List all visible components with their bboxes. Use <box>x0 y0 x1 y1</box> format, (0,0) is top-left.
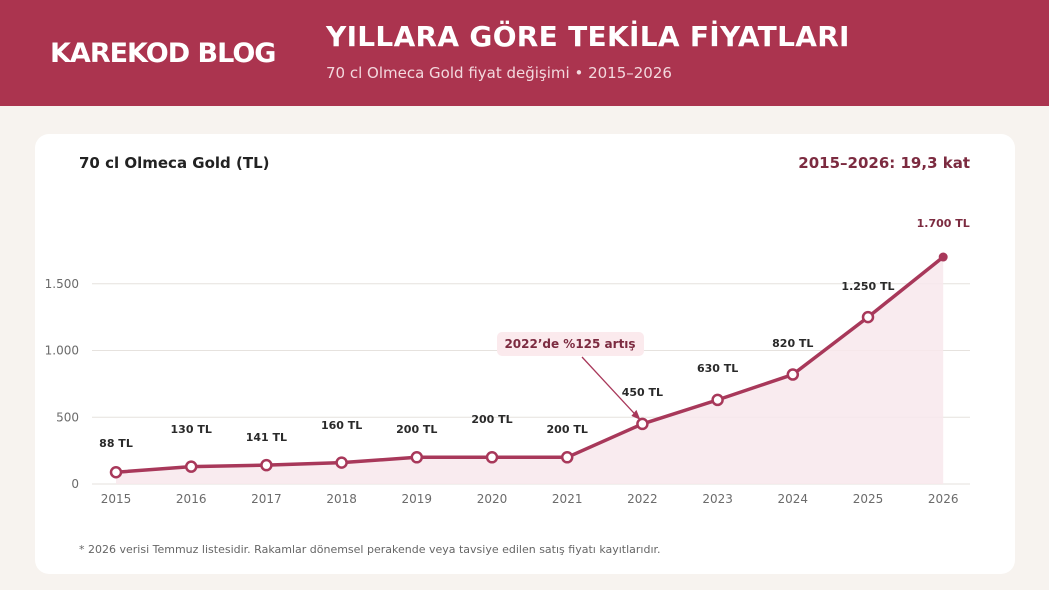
chart-title: 70 cl Olmeca Gold (TL) <box>79 154 270 172</box>
data-point <box>711 393 724 407</box>
data-label: 130 TL <box>171 423 212 436</box>
annotation-arrowhead <box>631 409 641 420</box>
area-fill <box>116 257 944 484</box>
x-tick-label: 2023 <box>702 492 733 506</box>
x-tick-label: 2019 <box>402 492 433 506</box>
data-point <box>636 417 649 431</box>
data-label: 141 TL <box>246 431 287 444</box>
x-tick-label: 2025 <box>853 492 884 506</box>
x-tick-label: 2024 <box>778 492 809 506</box>
data-point <box>260 458 273 472</box>
growth-summary: 2015–2026: 19,3 kat <box>798 154 970 172</box>
x-tick-label: 2018 <box>326 492 357 506</box>
annotation-box <box>497 332 644 356</box>
x-tick-label: 2021 <box>552 492 583 506</box>
footnote: * 2026 verisi Temmuz listesidir. Rakamla… <box>79 543 661 556</box>
data-label: 200 TL <box>396 423 437 436</box>
data-point <box>861 310 875 324</box>
brand-logo: KAREKOD BLOG <box>50 38 276 69</box>
x-tick-label: 2015 <box>101 492 132 506</box>
data-point <box>109 466 123 479</box>
page-subtitle: 70 cl Olmeca Gold fiyat değişimi • 2015–… <box>326 64 672 82</box>
y-tick-label: 1.500 <box>45 277 79 291</box>
data-label: 160 TL <box>321 419 362 432</box>
data-label: 450 TL <box>622 386 663 399</box>
data-point <box>410 451 424 464</box>
data-label: 1.250 TL <box>841 280 894 293</box>
data-label: 200 TL <box>547 423 588 436</box>
data-point <box>938 252 948 262</box>
y-tick-label: 500 <box>56 410 79 424</box>
header-banner: KAREKOD BLOG YILLARA GÖRE TEKİLA FİYATLA… <box>0 0 1049 106</box>
data-label: 820 TL <box>772 337 813 350</box>
x-tick-label: 2026 <box>928 492 959 506</box>
x-tick-label: 2020 <box>477 492 508 506</box>
data-point <box>485 451 499 464</box>
data-point <box>335 456 348 469</box>
annotation-arrow <box>581 356 639 419</box>
y-tick-label: 0 <box>71 477 79 491</box>
data-point <box>184 460 198 473</box>
data-label: 630 TL <box>697 362 738 375</box>
y-tick-label: 1.000 <box>45 344 79 358</box>
data-point <box>560 451 574 464</box>
data-point <box>786 368 800 381</box>
data-label: 1.700 TL <box>917 217 970 230</box>
page-title: YILLARA GÖRE TEKİLA FİYATLARI <box>326 20 850 53</box>
series-line <box>114 255 945 475</box>
x-tick-label: 2017 <box>251 492 282 506</box>
data-label: 88 TL <box>99 437 133 450</box>
data-label: 200 TL <box>471 413 512 426</box>
x-tick-label: 2022 <box>627 492 658 506</box>
x-tick-label: 2016 <box>176 492 207 506</box>
annotation-label: 2022’de %125 artış <box>504 337 635 351</box>
